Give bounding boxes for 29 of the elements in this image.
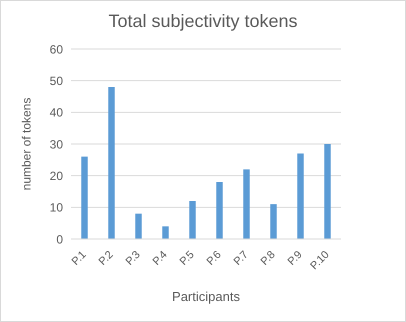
y-tick-label: 50	[50, 74, 64, 88]
bar	[216, 182, 223, 239]
bar	[81, 156, 88, 239]
x-tick-label: P.8	[258, 248, 278, 268]
bar	[324, 144, 331, 239]
x-tick-label: P.1	[70, 248, 89, 268]
bar	[189, 201, 196, 239]
bar	[135, 214, 142, 239]
y-tick-label: 60	[50, 42, 64, 56]
x-tick-label: P.6	[204, 248, 224, 268]
x-tick-label: P.3	[124, 248, 143, 268]
bar	[270, 204, 277, 239]
x-axis-title: Participants	[172, 289, 240, 304]
x-tick-label: P.4	[150, 248, 170, 268]
y-tick-label: 20	[50, 168, 64, 183]
chart-title: Total subjectivity tokens	[107, 11, 299, 32]
x-tick-label: P.9	[286, 248, 305, 268]
x-tick-label: P.7	[232, 248, 251, 268]
y-tick-label: 10	[50, 200, 64, 215]
y-tick-label: 30	[50, 137, 64, 152]
bar	[297, 154, 304, 239]
y-tick-label: 40	[50, 106, 64, 120]
bar	[243, 169, 250, 239]
y-tick-label: 0	[56, 232, 64, 246]
x-tick-label: P.10	[308, 248, 332, 272]
x-tick-label: P.2	[96, 248, 116, 268]
bar	[108, 87, 115, 239]
y-axis-title: number of tokens	[19, 98, 34, 190]
x-tick-label: P.5	[178, 248, 197, 268]
